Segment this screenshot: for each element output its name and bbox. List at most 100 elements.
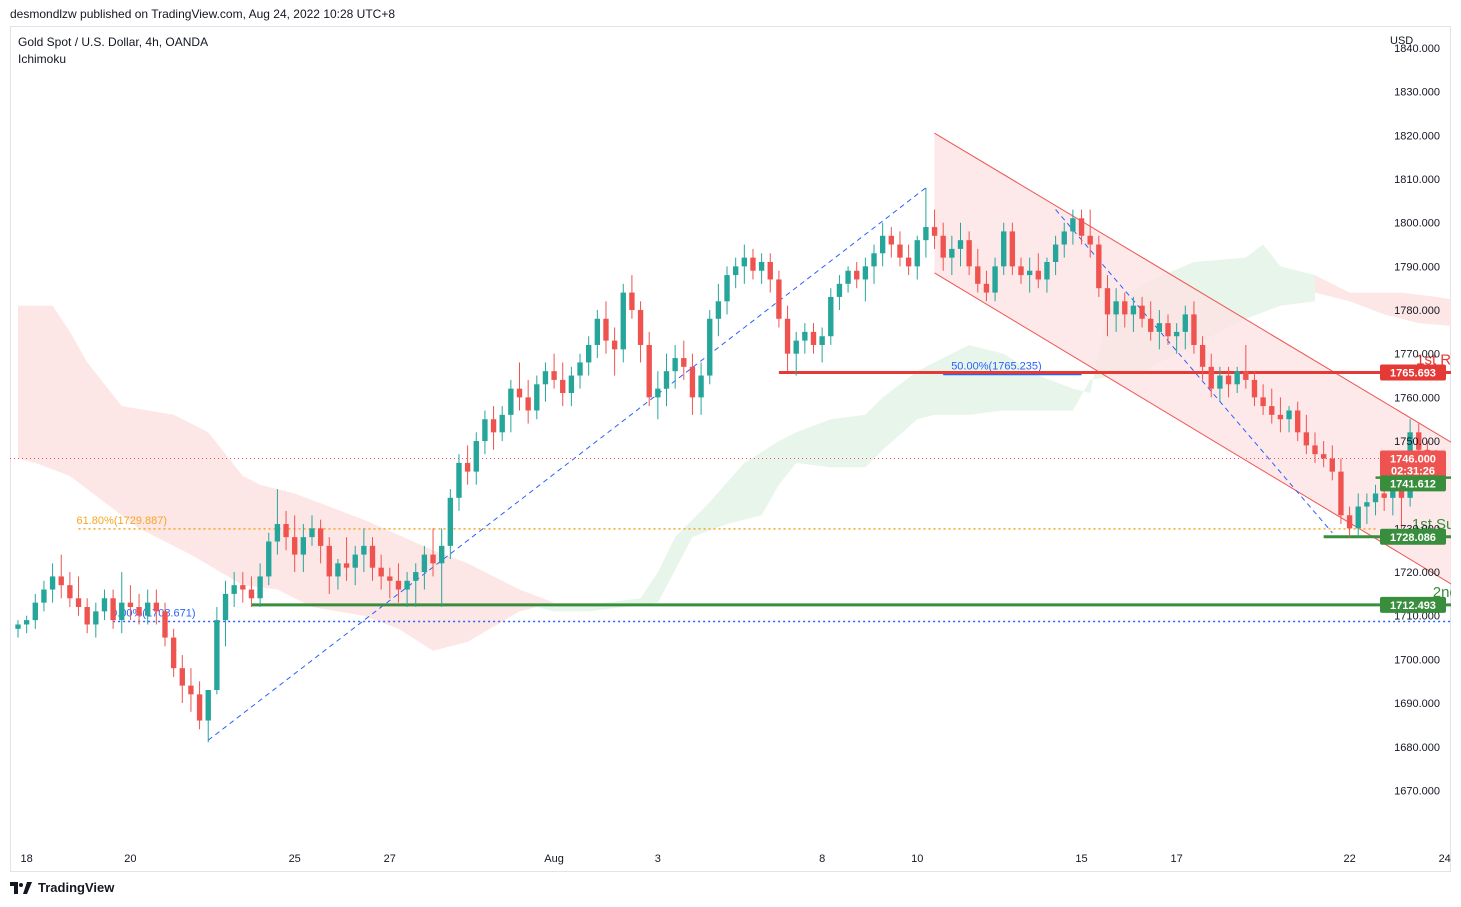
candle[interactable] <box>490 406 497 450</box>
candle[interactable] <box>23 615 30 634</box>
tradingview-logo-icon[interactable] <box>10 881 32 894</box>
candle[interactable] <box>1113 288 1119 332</box>
candle[interactable] <box>568 366 575 407</box>
candle[interactable] <box>1156 310 1163 350</box>
candle[interactable] <box>179 655 185 704</box>
candle[interactable] <box>707 310 713 385</box>
candle[interactable] <box>1295 401 1301 442</box>
candle[interactable] <box>292 515 298 573</box>
candle[interactable] <box>1269 388 1275 424</box>
candle[interactable] <box>67 572 73 608</box>
candle[interactable] <box>456 454 462 511</box>
candle[interactable] <box>170 628 177 677</box>
candle[interactable] <box>266 532 272 586</box>
candle[interactable] <box>1320 441 1327 468</box>
candle[interactable] <box>1148 301 1154 341</box>
candle[interactable] <box>603 301 609 354</box>
candle[interactable] <box>923 187 929 258</box>
candle[interactable] <box>1087 209 1093 258</box>
candle[interactable] <box>689 353 696 415</box>
candle[interactable] <box>1372 484 1379 516</box>
candle[interactable] <box>1286 406 1292 433</box>
candle[interactable] <box>1173 323 1180 354</box>
candle[interactable] <box>525 379 531 424</box>
candle[interactable] <box>430 528 436 577</box>
candle[interactable] <box>196 681 203 730</box>
candle[interactable] <box>793 331 799 376</box>
candle[interactable] <box>1130 296 1137 332</box>
candle[interactable] <box>1035 253 1041 289</box>
candle[interactable] <box>672 344 678 389</box>
candle[interactable] <box>1329 445 1335 481</box>
candle[interactable] <box>162 602 168 647</box>
candle[interactable] <box>1208 353 1214 398</box>
candle[interactable] <box>421 545 428 590</box>
symbol-legend[interactable]: Gold Spot / U.S. Dollar, 4h, OANDA <box>18 35 208 49</box>
candle[interactable] <box>413 563 419 608</box>
candle[interactable] <box>810 323 817 354</box>
price-tag[interactable]: 1712.493 <box>1390 600 1436 612</box>
candle[interactable] <box>1070 209 1076 245</box>
candle[interactable] <box>145 589 151 625</box>
candle[interactable] <box>629 275 635 319</box>
candle[interactable] <box>1234 366 1240 394</box>
candle[interactable] <box>231 572 237 608</box>
candle[interactable] <box>879 222 886 267</box>
candle[interactable] <box>387 567 393 599</box>
candle[interactable] <box>309 515 315 546</box>
candle[interactable] <box>1225 366 1232 398</box>
candle[interactable] <box>257 563 263 608</box>
candle[interactable] <box>1355 493 1361 538</box>
candle[interactable] <box>84 598 90 634</box>
candle[interactable] <box>1122 292 1128 328</box>
candle[interactable] <box>32 593 38 629</box>
candle[interactable] <box>966 231 972 276</box>
candle[interactable] <box>750 248 756 280</box>
candle[interactable] <box>222 580 229 647</box>
indicator-legend[interactable]: Ichimoku <box>18 52 66 66</box>
candle[interactable] <box>335 558 341 590</box>
candle[interactable] <box>361 528 367 573</box>
candle[interactable] <box>888 227 894 258</box>
candle[interactable] <box>646 331 652 407</box>
candle[interactable] <box>975 248 981 293</box>
candle[interactable] <box>1338 458 1344 525</box>
candle[interactable] <box>274 489 281 555</box>
candle[interactable] <box>914 235 920 280</box>
candle[interactable] <box>940 222 946 271</box>
candle[interactable] <box>931 209 938 249</box>
candle[interactable] <box>862 257 869 302</box>
candle[interactable] <box>240 572 246 603</box>
candle[interactable] <box>585 336 592 376</box>
candle[interactable] <box>214 607 220 695</box>
candle[interactable] <box>897 231 903 267</box>
candle[interactable] <box>499 406 505 442</box>
candle[interactable] <box>1026 257 1033 293</box>
candle[interactable] <box>447 489 454 559</box>
price-tag[interactable]: 1765.693 <box>1390 368 1436 380</box>
candle[interactable] <box>854 261 860 289</box>
candle[interactable] <box>153 589 160 625</box>
candle[interactable] <box>784 305 791 372</box>
candle[interactable] <box>326 537 332 594</box>
candle[interactable] <box>119 572 125 634</box>
candle[interactable] <box>1243 344 1249 389</box>
candle[interactable] <box>317 519 324 564</box>
candle[interactable] <box>724 266 730 315</box>
candle[interactable] <box>534 375 540 420</box>
candle[interactable] <box>957 222 964 267</box>
candle[interactable] <box>395 563 402 603</box>
candle[interactable] <box>1009 222 1016 276</box>
candle[interactable] <box>58 554 64 599</box>
candle[interactable] <box>482 410 488 455</box>
candle[interactable] <box>1364 493 1370 525</box>
candle[interactable] <box>611 327 618 376</box>
candle[interactable] <box>802 323 808 354</box>
candle[interactable] <box>819 327 825 363</box>
candle[interactable] <box>715 283 722 337</box>
candle[interactable] <box>110 589 116 629</box>
candle[interactable] <box>758 253 765 284</box>
candle[interactable] <box>93 602 99 638</box>
candle[interactable] <box>1182 305 1188 350</box>
candle[interactable] <box>1078 209 1085 245</box>
